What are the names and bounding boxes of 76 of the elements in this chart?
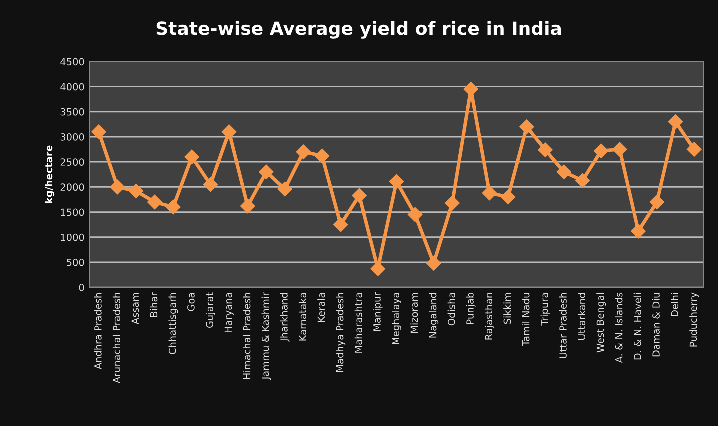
point (445, 196, 460, 211)
point (538, 142, 553, 158)
point (110, 180, 126, 195)
x-tick-label: Haryana (224, 293, 234, 333)
x-tick-label: West Bengal (596, 293, 606, 353)
point (259, 164, 274, 180)
x-tick-label: Manipur (373, 292, 383, 331)
point (426, 256, 442, 271)
x-tick-label: Daman & Diu (652, 293, 660, 357)
point (500, 190, 516, 205)
x-tick-label: Punjab (466, 292, 476, 324)
y-axis-title: kg/hectare (45, 146, 55, 204)
point (352, 188, 367, 204)
point (203, 177, 218, 192)
point (333, 217, 348, 232)
point (650, 194, 665, 210)
point (389, 174, 404, 190)
point (222, 124, 237, 140)
x-tick-label: Sikkim (504, 293, 512, 324)
point (668, 114, 684, 130)
point (184, 150, 200, 164)
x-tick-label: Delhi (671, 293, 679, 316)
point (631, 224, 646, 239)
y-tick-label: 2500 (60, 158, 84, 166)
x-tick-label: Mizoram (410, 293, 418, 334)
point (240, 198, 256, 214)
x-tick-label: Tamil Nadu (522, 293, 530, 346)
x-tick-label: Goa (188, 293, 195, 312)
point (482, 186, 498, 201)
y-tick-label: 3500 (60, 108, 84, 116)
point (594, 144, 609, 158)
y-tick-label: 2000 (60, 184, 84, 192)
point (128, 184, 144, 199)
x-tick-label: Bihar (150, 292, 158, 317)
x-tick-label: D. & N. Haveli (634, 293, 642, 360)
y-tick-label: 3000 (60, 134, 84, 141)
x-tick-label: Chhattisgarh (168, 293, 178, 354)
x-tick-label: Assam (132, 293, 140, 325)
x-tick-label: Andhra Pradesh (94, 293, 102, 370)
x-tick-label: Karnataka (298, 293, 306, 341)
x-tick-label: Rajasthan (485, 293, 494, 340)
y-tick-label: 1500 (61, 208, 84, 216)
y-tick-label: 4000 (60, 83, 84, 91)
y-tick-label: 500 (67, 258, 84, 266)
x-tick-label: Gujarat (206, 292, 216, 328)
chart-title: State-wise Average yield of rice in India (156, 21, 562, 39)
x-tick-label: Tripura (540, 293, 550, 326)
x-tick-label: Nagaland (429, 293, 439, 338)
point (314, 148, 330, 164)
point (92, 124, 106, 140)
point (575, 173, 590, 188)
point (686, 142, 702, 157)
point (296, 144, 312, 160)
x-tick-label: Uttarkand (578, 293, 586, 340)
x-tick-label: Uttar Pradesh (559, 293, 567, 358)
x-tick-label: Himachal Pradesh (243, 293, 251, 380)
x-tick-label: Kerala (318, 293, 326, 322)
point (612, 142, 628, 157)
y-tick-label: 1000 (61, 234, 84, 242)
x-tick-label: A. & N. Islands (615, 292, 623, 364)
x-tick-label: Madhya Pradesh (336, 293, 346, 372)
point (166, 200, 181, 215)
point (520, 120, 534, 134)
point (556, 164, 572, 180)
point (147, 194, 162, 210)
x-tick-label: Maharashtra (354, 293, 362, 353)
x-tick-label: Jammu & Kashmir (262, 292, 272, 380)
y-tick-label: 4500 (60, 58, 84, 66)
x-tick-label: Meghalaya (392, 293, 402, 344)
x-tick-label: Puducherry (690, 292, 700, 347)
x-tick-label: Odisha (448, 293, 456, 326)
point (278, 182, 292, 197)
point (408, 207, 423, 222)
y-tick-label: 0 (79, 284, 84, 292)
x-tick-label: Jharkhand (280, 293, 290, 342)
x-tick-label: Arunachal Pradesh (112, 293, 120, 384)
